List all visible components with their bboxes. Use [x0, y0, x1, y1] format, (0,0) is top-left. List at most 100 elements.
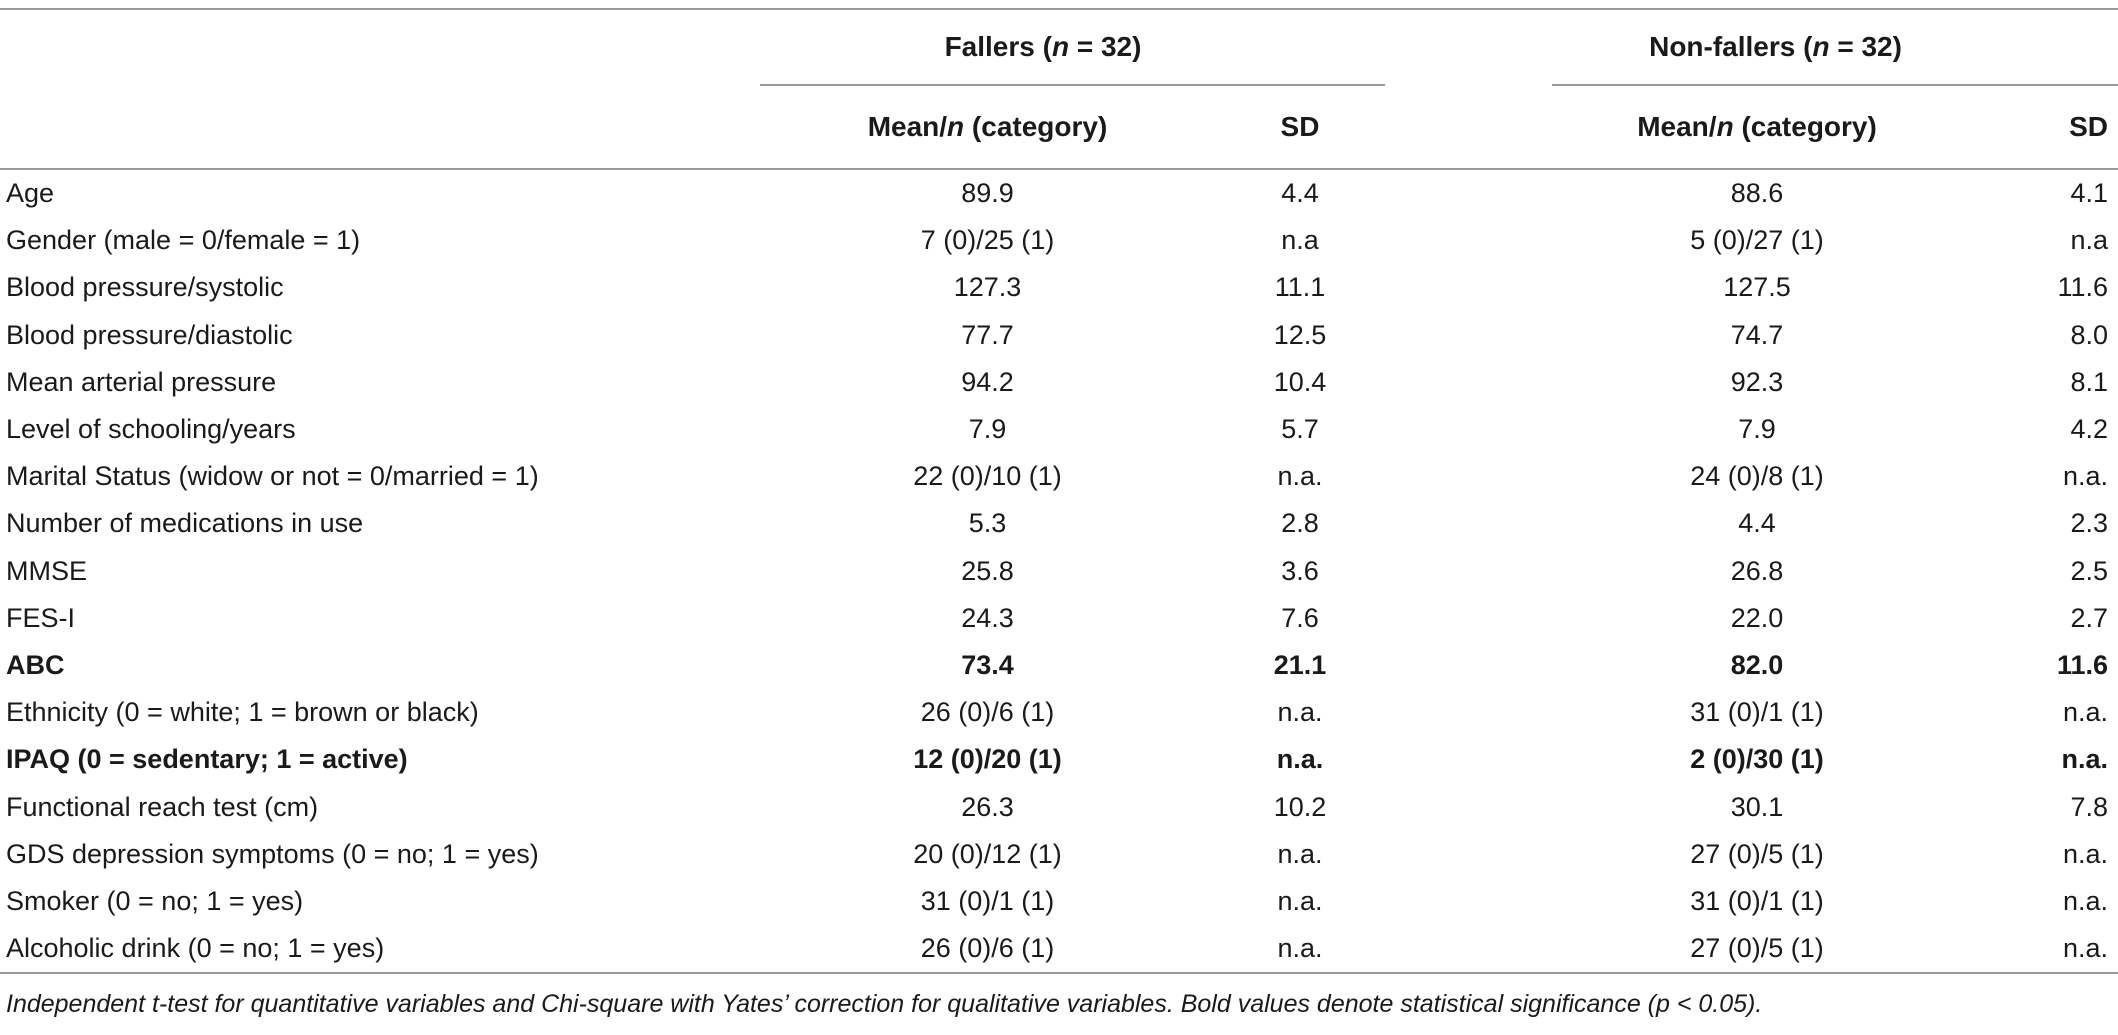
nonfallers-sd-header: SD [1962, 85, 2118, 170]
spacer-cell [1385, 217, 1552, 264]
table-row: GDS depression symptoms (0 = no; 1 = yes… [0, 831, 2118, 878]
nonfallers-mean-cell: 31 (0)/1 (1) [1690, 697, 1824, 728]
spacer-cell [1385, 783, 1552, 830]
fallers-mean-cell: 77.7 [961, 319, 1014, 350]
spacer-cell [1385, 453, 1552, 500]
row-label: Smoker (0 = no; 1 = yes) [6, 885, 304, 916]
spacer-cell [1385, 831, 1552, 878]
fallers-sd-cell: n.a. [1215, 925, 1386, 975]
table-row: Blood pressure/diastolic 77.7 12.5 74.7 8.0 [0, 312, 2118, 359]
fallers-sd-cell: 10.2 [1273, 791, 1327, 822]
fallers-mean-cell: 31 (0)/1 (1) [920, 885, 1055, 916]
nonfallers-sd-cell: n.a. [1962, 925, 2118, 975]
nonfallers-sd-cell: 2.5 [2070, 555, 2109, 586]
table-row: Blood pressure/systolic 127.3 11.1 127.5 11.… [0, 264, 2118, 311]
fallers-mean-cell: 20 (0)/12 (1) [913, 838, 1062, 869]
fallers-sd-cell: n.a. [1276, 744, 1324, 775]
nonfallers-mean-cell: 88.6 [1730, 178, 1784, 209]
table-row: Mean arterial pressure 94.2 10.4 92.3 8.1 [0, 359, 2118, 406]
row-label: Ethnicity (0 = white; 1 = brown or black… [6, 697, 479, 728]
nonfallers-sd-cell: n.a. [2062, 697, 2109, 728]
fallers-mean-cell: 26 (0)/6 (1) [920, 697, 1055, 728]
nonfallers-mean-cell: 7.9 [1738, 414, 1776, 445]
fallers-mean-cell: 7.9 [968, 414, 1007, 445]
spacer-cell [1385, 689, 1552, 736]
spacer-cell [1385, 359, 1552, 406]
nonfallers-mean-cell: 31 (0)/1 (1) [1690, 885, 1824, 916]
table-row: Smoker (0 = no; 1 = yes) 31 (0)/1 (1) n.a.… [0, 878, 2118, 925]
table-body: Age 89.9 4.4 88.6 4.1 Gender (male = 0/female… [0, 169, 2118, 975]
nonfallers-mean-cell: 22.0 [1730, 602, 1784, 633]
fallers-sd-cell: 11.1 [1274, 272, 1326, 303]
fallers-sd-cell: 7.6 [1281, 602, 1319, 633]
nonfallers-sd-cell: 8.0 [2070, 319, 2109, 350]
nonfallers-mean-cell: 27 (0)/5 (1) [1690, 838, 1824, 869]
fallers-sd-cell: 4.4 [1281, 178, 1319, 209]
nonfallers-mean-cell: 82.0 [1730, 649, 1784, 680]
spacer-cell [1385, 500, 1552, 547]
nonfallers-sd-cell: n.a. [2061, 744, 2109, 775]
fallers-mean-cell: 7 (0)/25 (1) [920, 225, 1055, 256]
fallers-sd-cell: 5.7 [1281, 414, 1319, 445]
nonfallers-sd-cell: 2.7 [2070, 602, 2109, 633]
spacer-cell [1385, 595, 1552, 642]
row-label: Number of medications in use [6, 508, 364, 539]
spacer-cell [1385, 406, 1552, 453]
fallers-sd-cell: n.a. [1277, 885, 1323, 916]
spacer-cell [1385, 736, 1552, 783]
fallers-mean-cell: 12 (0)/20 (1) [913, 744, 1062, 775]
table-row: Level of schooling/years 7.9 5.7 7.9 4.2 [0, 406, 2118, 453]
row-label: GDS depression symptoms (0 = no; 1 = yes… [6, 838, 539, 869]
row-label: Gender (male = 0/female = 1) [6, 225, 361, 256]
spacer-cell [1385, 925, 1553, 975]
spacer-cell [1385, 878, 1552, 925]
fallers-sd-cell: 21.1 [1273, 649, 1327, 680]
nonfallers-sd-cell: 11.6 [2057, 272, 2109, 303]
fallers-mean-cell: 24.3 [961, 602, 1014, 633]
spacer-cell [1385, 642, 1552, 689]
nonfallers-sd-cell: 8.1 [2070, 366, 2109, 397]
table-header: Fallers (n = 32) Non-fallers (n = 32) Me… [0, 8, 2118, 170]
table-row: Alcoholic drink (0 = no; 1 = yes) 26 (0)/… [0, 925, 2118, 975]
nonfallers-mean-cell: 26.8 [1730, 555, 1784, 586]
fallers-mean-header: Mean/n (category) [760, 85, 1215, 170]
row-label: ABC [6, 649, 65, 680]
row-label: Marital Status (widow or not = 0/married… [6, 461, 539, 492]
table-row: MMSE 25.8 3.6 26.8 2.5 [0, 548, 2118, 595]
nonfallers-mean-cell: 27 (0)/5 (1) [1552, 925, 1963, 975]
fallers-sd-cell: 3.6 [1281, 555, 1319, 586]
fallers-sd-cell: n.a [1281, 225, 1319, 256]
table-row: IPAQ (0 = sedentary; 1 = active) 12 (0)/2… [0, 736, 2118, 783]
table-row: Gender (male = 0/female = 1) 7 (0)/25 (1)… [0, 217, 2118, 264]
row-label: Mean arterial pressure [6, 366, 277, 397]
table-row: ABC 73.4 21.1 82.0 11.6 [0, 642, 2118, 689]
table-row: Number of medications in use 5.3 2.8 4.4 2.3 [0, 500, 2118, 547]
fallers-mean-cell: 26.3 [961, 791, 1014, 822]
fallers-sd-cell: 2.8 [1281, 508, 1319, 539]
fallers-mean-cell: 22 (0)/10 (1) [913, 461, 1062, 492]
nonfallers-sd-cell: 4.1 [2070, 178, 2109, 209]
nonfallers-sd-cell: 2.3 [2070, 508, 2109, 539]
table-row: Marital Status (widow or not = 0/married… [0, 453, 2118, 500]
row-label: MMSE [6, 555, 87, 586]
nonfallers-group-header: Non-fallers (n = 32) [1552, 8, 2118, 86]
fallers-mean-cell: 25.8 [961, 555, 1014, 586]
nonfallers-mean-cell: 127.5 [1723, 272, 1791, 303]
fallers-mean-cell: 73.4 [961, 649, 1014, 680]
table-row: Functional reach test (cm) 26.3 10.2 30.1 7.… [0, 783, 2118, 830]
table-row: Ethnicity (0 = white; 1 = brown or black… [0, 689, 2118, 736]
row-label: Blood pressure/systolic [6, 272, 284, 303]
nonfallers-sd-cell: n.a [2070, 225, 2109, 256]
fallers-mean-cell: 5.3 [968, 508, 1007, 539]
table-row: Age 89.9 4.4 88.6 4.1 [0, 169, 2118, 217]
fallers-sd-cell: 12.5 [1273, 319, 1327, 350]
nonfallers-sd-cell: n.a. [2062, 461, 2109, 492]
nonfallers-sd-cell: n.a. [2062, 885, 2109, 916]
nonfallers-mean-cell: 4.4 [1738, 508, 1776, 539]
row-label: Alcoholic drink (0 = no; 1 = yes) [0, 925, 760, 975]
nonfallers-sd-cell: 4.2 [2070, 414, 2109, 445]
fallers-group-header: Fallers (n = 32) [760, 8, 1386, 86]
row-label: Level of schooling/years [6, 414, 296, 445]
fallers-mean-cell: 89.9 [961, 178, 1014, 209]
